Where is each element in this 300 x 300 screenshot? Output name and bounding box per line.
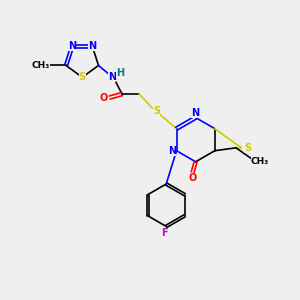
Text: F: F	[161, 228, 168, 238]
Text: N: N	[68, 41, 76, 51]
Text: N: N	[108, 72, 116, 82]
Text: N: N	[168, 146, 176, 156]
Text: S: S	[79, 72, 86, 82]
Text: CH₃: CH₃	[31, 61, 50, 70]
Text: CH₃: CH₃	[251, 157, 269, 166]
Text: N: N	[88, 41, 96, 51]
Text: S: S	[153, 106, 161, 116]
Text: H: H	[116, 68, 124, 78]
Text: O: O	[189, 173, 197, 183]
Text: N: N	[192, 108, 200, 118]
Text: O: O	[99, 93, 107, 103]
Text: S: S	[244, 143, 251, 153]
